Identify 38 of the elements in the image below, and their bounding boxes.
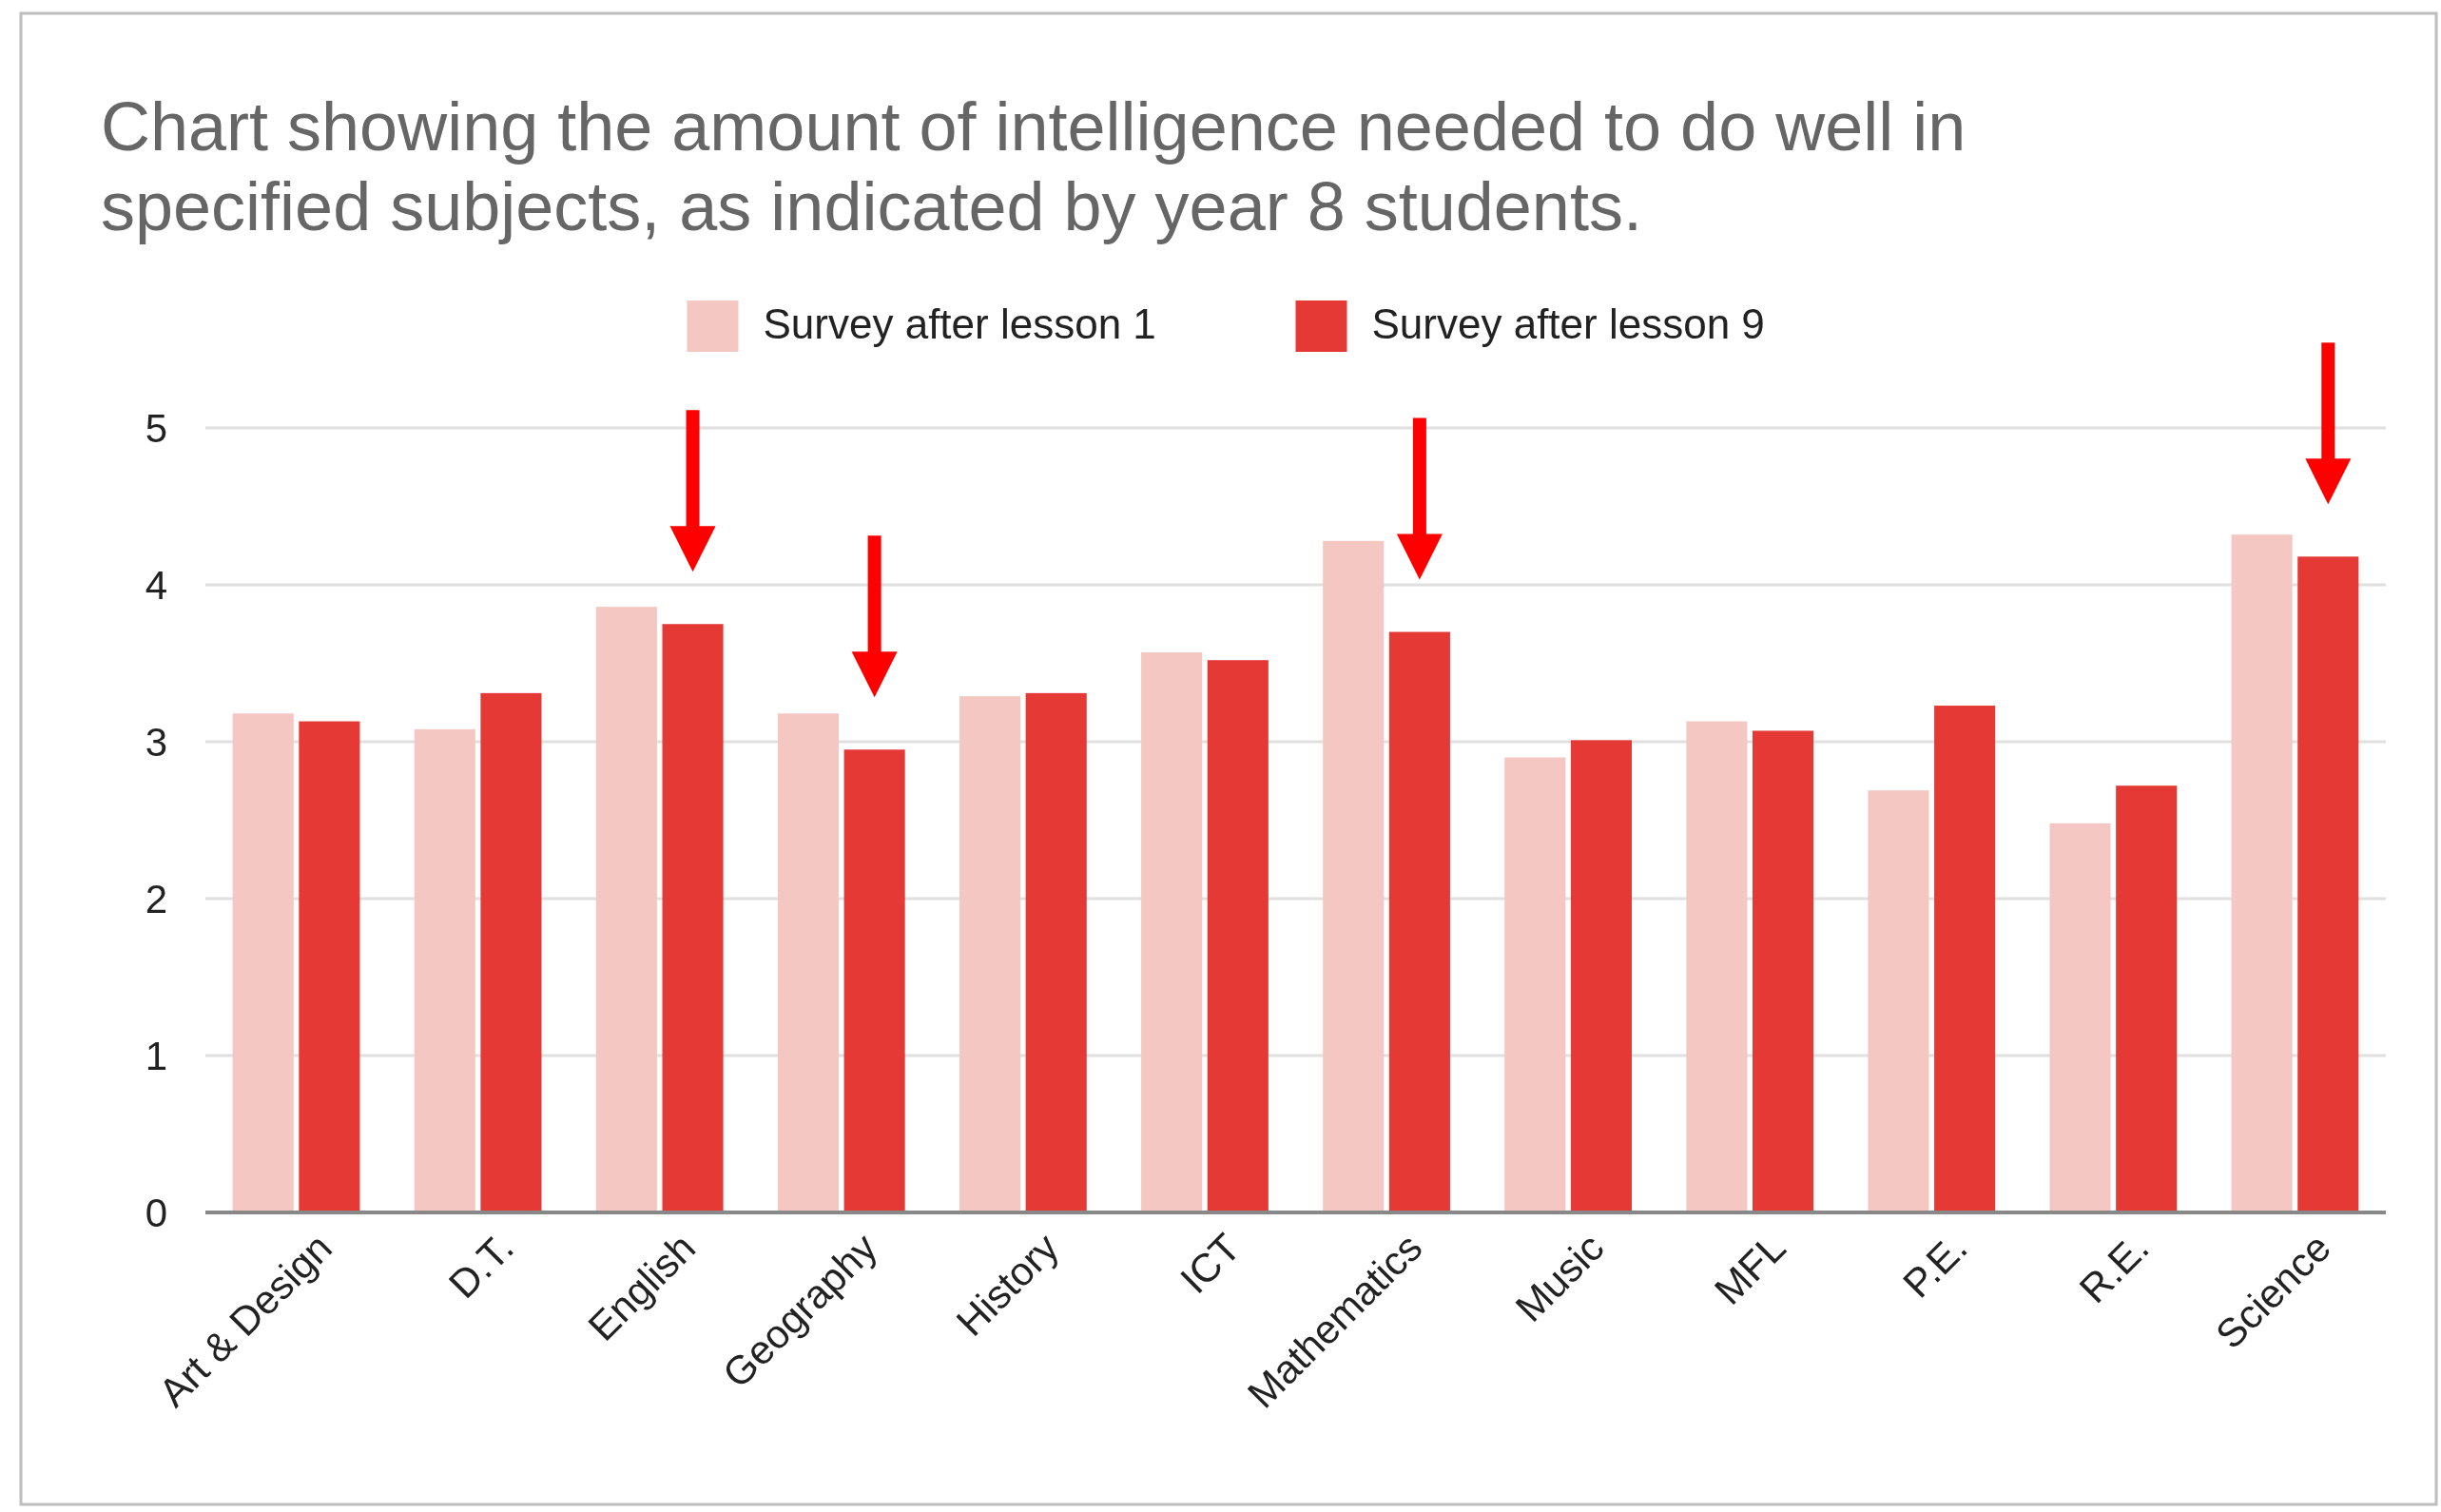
bar xyxy=(1934,706,1996,1212)
bar xyxy=(595,607,657,1212)
bar xyxy=(1752,730,1814,1212)
y-tick-label: 0 xyxy=(145,1190,167,1235)
x-tick-label: P.E. xyxy=(1894,1225,1976,1307)
bar xyxy=(2297,556,2359,1212)
y-tick-label: 4 xyxy=(145,562,167,608)
y-tick-label: 5 xyxy=(145,405,167,451)
y-tick-label: 2 xyxy=(145,876,167,921)
bar xyxy=(1868,790,1929,1212)
bar xyxy=(1025,692,1087,1212)
bar xyxy=(480,692,542,1212)
x-tick-label: D.T. xyxy=(439,1225,522,1308)
bar xyxy=(843,749,905,1212)
bar xyxy=(2116,785,2178,1212)
bar xyxy=(2231,534,2293,1212)
bar xyxy=(1504,757,1566,1212)
legend-label: Survey after lesson 9 xyxy=(1371,300,1765,347)
legend-label: Survey after lesson 1 xyxy=(763,300,1156,347)
chart-title: Chart showing the amount of intelligence needed to do well in specified subjects, as indicated by year 8 students. xyxy=(101,88,1966,244)
bar xyxy=(777,713,839,1212)
bar xyxy=(1686,721,1748,1212)
bar xyxy=(232,713,294,1212)
y-tick-label: 3 xyxy=(145,719,167,765)
bar xyxy=(1388,631,1450,1212)
bar xyxy=(1207,660,1269,1212)
y-tick-label: 1 xyxy=(145,1033,167,1078)
bar xyxy=(662,624,724,1212)
bar xyxy=(2049,823,2111,1212)
bar xyxy=(1570,740,1632,1212)
bar xyxy=(1323,540,1385,1212)
x-tick-label: R.E. xyxy=(2070,1225,2158,1312)
bar xyxy=(1141,651,1203,1212)
x-tick-label: MFL xyxy=(1705,1225,1794,1313)
x-tick-label: ICT xyxy=(1172,1225,1250,1303)
bar xyxy=(299,721,360,1212)
bar xyxy=(959,696,1021,1212)
bar xyxy=(414,728,475,1212)
